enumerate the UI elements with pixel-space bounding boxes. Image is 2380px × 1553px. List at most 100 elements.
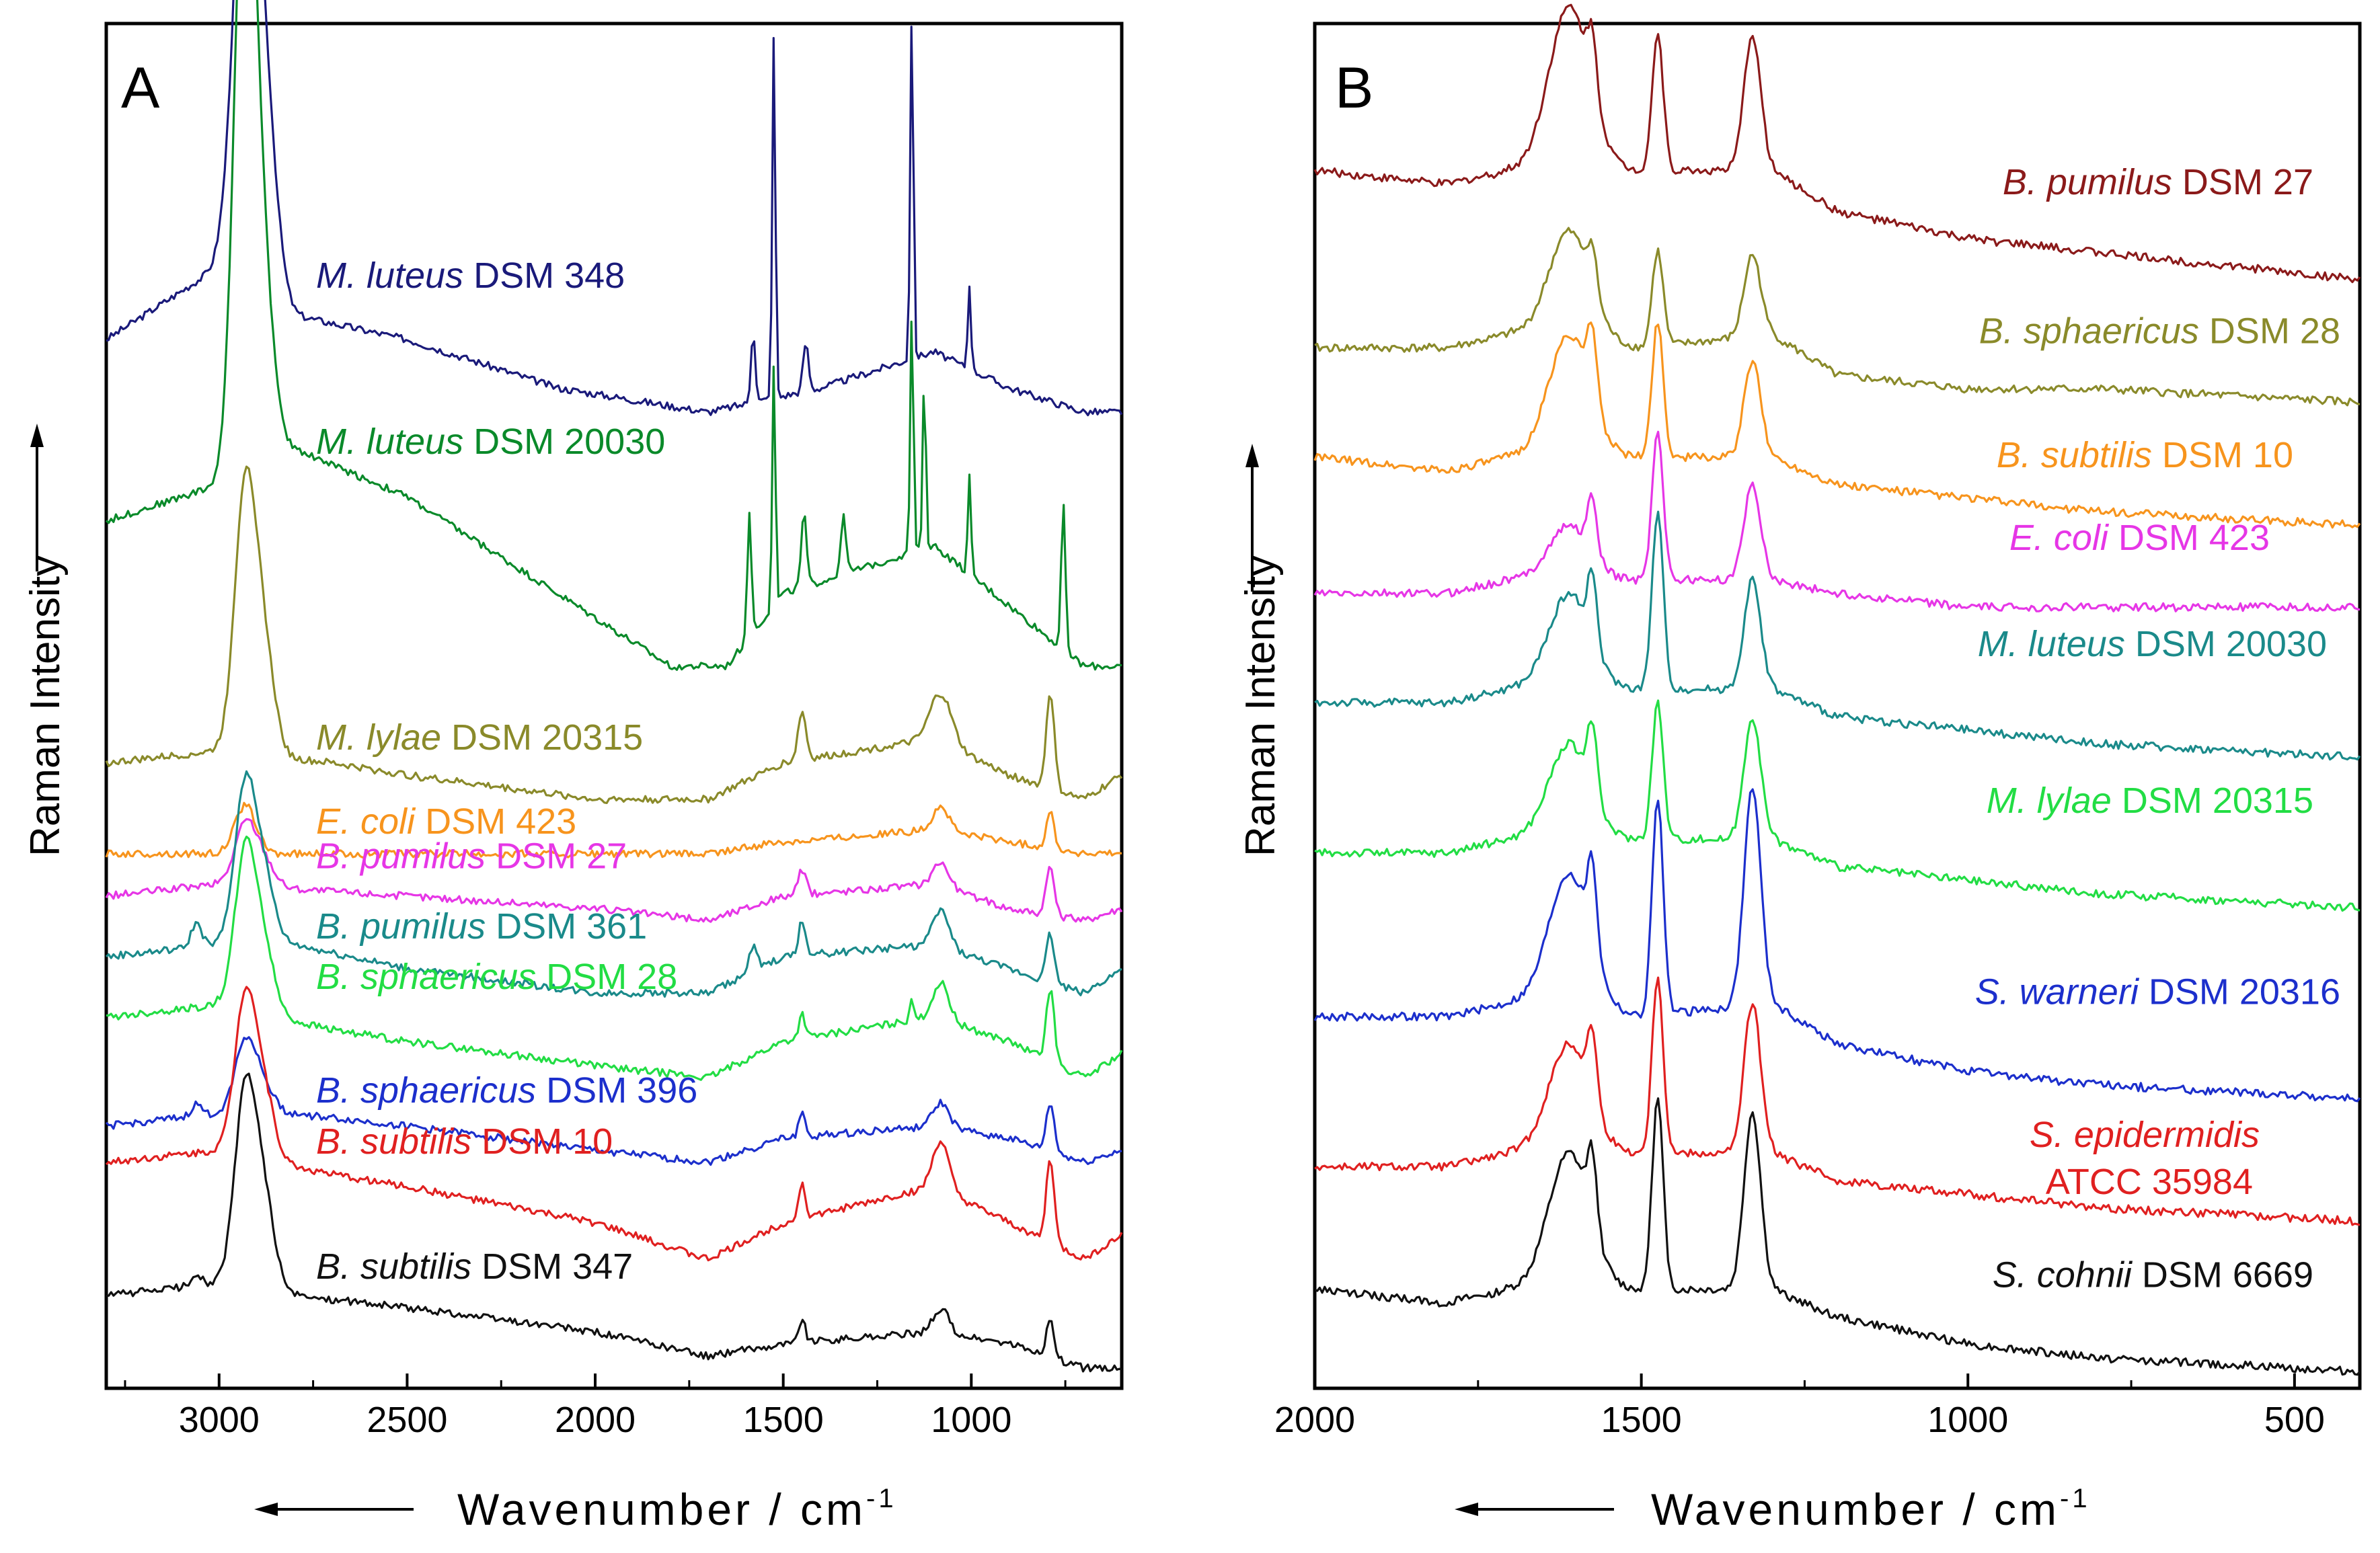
series-label: B. sphaericus DSM 28	[1979, 311, 2340, 351]
series-label: B. pumilus DSM 27	[2003, 162, 2313, 202]
series-species: M. luteus	[316, 255, 463, 296]
x-tick-label: 500	[2264, 1400, 2325, 1440]
series-species: B. pumilus	[316, 836, 486, 877]
series-species: B. sphaericus	[1979, 311, 2199, 351]
series-strain: DSM 20315	[2112, 781, 2313, 821]
series-species: M. luteus	[1978, 624, 2125, 664]
series-label: B. subtilis DSM 347	[316, 1246, 633, 1287]
spectrum-line	[1314, 510, 2361, 761]
series-label: B. pumilus DSM 27	[316, 836, 627, 877]
series-strain: DSM 348	[463, 255, 625, 296]
spectrum-line	[1314, 227, 2360, 407]
series-label: B. subtilis DSM 10	[1997, 435, 2293, 475]
series-species: B. pumilus	[316, 906, 486, 947]
panel-b-x-axis-label: Wavenumber / cm-1	[1651, 1484, 2091, 1534]
series-species: S. epidermidis	[2030, 1115, 2260, 1155]
spectrum-line	[1314, 1097, 2361, 1376]
x-tick-label: 3000	[179, 1400, 260, 1440]
panel-a-frame	[104, 22, 1124, 1390]
panel-b-x-axis-label-sup: -1	[2060, 1484, 2091, 1513]
series-species: M. luteus	[316, 422, 463, 462]
panel-a-x-axis-label: Wavenumber / cm-1	[457, 1484, 897, 1534]
panel-b-y-axis-label: Raman Intensity	[1237, 555, 1284, 857]
panel-b-x-axis-label-text: Wavenumber / cm	[1651, 1484, 2060, 1534]
series-strain: DSM 423	[415, 801, 576, 842]
panel-a-x-axis-label-text: Wavenumber / cm	[457, 1484, 866, 1534]
panel-a-letter: A	[121, 56, 160, 120]
series-strain: DSM 10	[471, 1121, 613, 1162]
series-label: B. sphaericus DSM 396	[316, 1070, 697, 1111]
series-strain: DSM 423	[2108, 518, 2270, 558]
spectrum-line	[105, 770, 1122, 998]
x-tick-label: 1000	[931, 1400, 1011, 1440]
panel-b-spectra	[1313, 3, 2361, 1376]
series-species: B. sphaericus	[316, 1070, 536, 1111]
series-strain: DSM 27	[2172, 162, 2313, 202]
series-label: B. sphaericus DSM 28	[316, 957, 677, 997]
spectrum-line	[105, 0, 1122, 671]
panel-b-frame	[1313, 22, 2362, 1390]
spectrum-line	[1313, 430, 2360, 612]
spectrum-line	[105, 818, 1123, 923]
series-species: B. pumilus	[2003, 162, 2172, 202]
series-label: M. lylae DSM 20315	[1987, 781, 2313, 821]
spectrum-line	[1313, 788, 2361, 1103]
series-label: E. coli DSM 423	[316, 801, 576, 842]
x-tick-label: 2500	[367, 1400, 447, 1440]
spectrum-line	[106, 835, 1123, 1081]
series-label: B. pumilus DSM 361	[316, 906, 647, 947]
series-label: S. warneri DSM 20316	[1975, 971, 2340, 1012]
series-strain: DSM 361	[486, 906, 647, 947]
panel-b-labels: B. pumilus DSM 27B. sphaericus DSM 28B. …	[1975, 162, 2340, 1295]
series-species: S. warneri	[1975, 971, 2140, 1012]
series-species: M. lylae	[1987, 781, 2112, 821]
x-tick-label: 2000	[1274, 1400, 1355, 1440]
panel-a-spectra	[105, 0, 1123, 1373]
panel-a-y-axis-label: Raman Intensity	[22, 555, 69, 857]
series-species: B. sphaericus	[316, 957, 536, 997]
spectrum-line	[1314, 976, 2360, 1226]
series-label: M. luteus DSM 20030	[1978, 624, 2327, 664]
series-label: M. lylae DSM 20315	[316, 717, 643, 758]
series-strain: DSM 20316	[2139, 971, 2340, 1012]
series-species: B. subtilis	[316, 1246, 471, 1287]
panel-a-y-arrowhead	[30, 424, 44, 447]
series-label: M. luteus DSM 20030	[316, 422, 665, 462]
panel-a-x-arrowhead	[254, 1503, 278, 1516]
spectrum-line	[1313, 3, 2361, 284]
panel-a-x-ticks: 3000 2500 2000 1500 1000	[124, 1373, 1067, 1440]
series-species: E. coli	[2009, 518, 2110, 558]
series-strain: DSM 28	[536, 957, 677, 997]
spectrum-line	[106, 0, 1123, 417]
series-label: M. luteus DSM 348	[316, 255, 625, 296]
panel-b-y-arrowhead	[1245, 444, 1259, 467]
series-strain: DSM 347	[471, 1246, 633, 1287]
series-strain: DSM 20315	[441, 717, 643, 758]
series-species: S. cohnii	[1993, 1255, 2133, 1295]
series-strain: DSM 10	[2152, 435, 2293, 475]
spectrum-line	[105, 801, 1122, 859]
x-tick-label: 1500	[743, 1400, 824, 1440]
x-tick-label: 1000	[1927, 1400, 2008, 1440]
series-label: E. coli DSM 423	[2009, 518, 2270, 558]
spectrum-line	[105, 986, 1123, 1262]
series-strain: DSM 20030	[2125, 624, 2327, 664]
series-strain: ATCC 35984	[2046, 1162, 2253, 1202]
spectrum-line	[1313, 321, 2361, 529]
spectrum-line	[105, 1036, 1122, 1166]
panel-b-x-arrowhead	[1455, 1503, 1478, 1516]
x-tick-label: 2000	[555, 1400, 636, 1440]
series-strain: DSM 28	[2199, 311, 2340, 351]
panel-a: A 3000 2500 2000 1500 1000 M. luteus DSM 348…	[22, 0, 1124, 1534]
spectrum-line	[105, 465, 1123, 804]
spectrum-line	[106, 1072, 1122, 1373]
series-label: B. subtilis DSM 10	[316, 1121, 613, 1162]
panel-b-x-ticks: 2000 1500 1000 500	[1274, 1373, 2325, 1440]
series-strain: DSM 20030	[463, 422, 665, 462]
series-strain: DSM 396	[536, 1070, 697, 1111]
series-species: M. lylae	[316, 717, 441, 758]
series-species: E. coli	[316, 801, 416, 842]
series-species: B. subtilis	[1997, 435, 2152, 475]
